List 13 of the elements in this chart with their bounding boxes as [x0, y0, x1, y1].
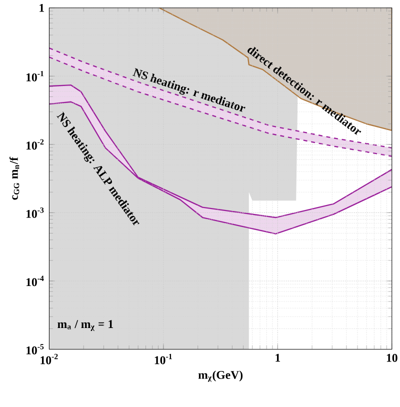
- y-tick-label: 1: [39, 4, 44, 12]
- annotation: m$_{a}$ / m$_{χ}$ = 1: [57, 320, 113, 331]
- y-axis-title: c$_{GG}$ m$_{n}$/f: [9, 156, 19, 200]
- y-tick-label: 10$^{-1}$: [26, 70, 44, 82]
- x-tick-label: 10$^{-2}$: [40, 354, 58, 364]
- y-tick-label: 10$^{-3}$: [26, 208, 44, 218]
- x-tick-label: 1: [275, 354, 280, 362]
- y-tick-label: 10$^{-2}$: [26, 139, 44, 150]
- y-tick-label: 10$^{-4}$: [26, 276, 44, 286]
- x-axis-title: m$_{χ}$(GeV): [198, 370, 242, 382]
- y-tick-label: 10$^{-5}$: [26, 344, 44, 354]
- x-tick-label: 10: [386, 354, 398, 362]
- x-tick-label: 10$^{-1}$: [154, 354, 172, 364]
